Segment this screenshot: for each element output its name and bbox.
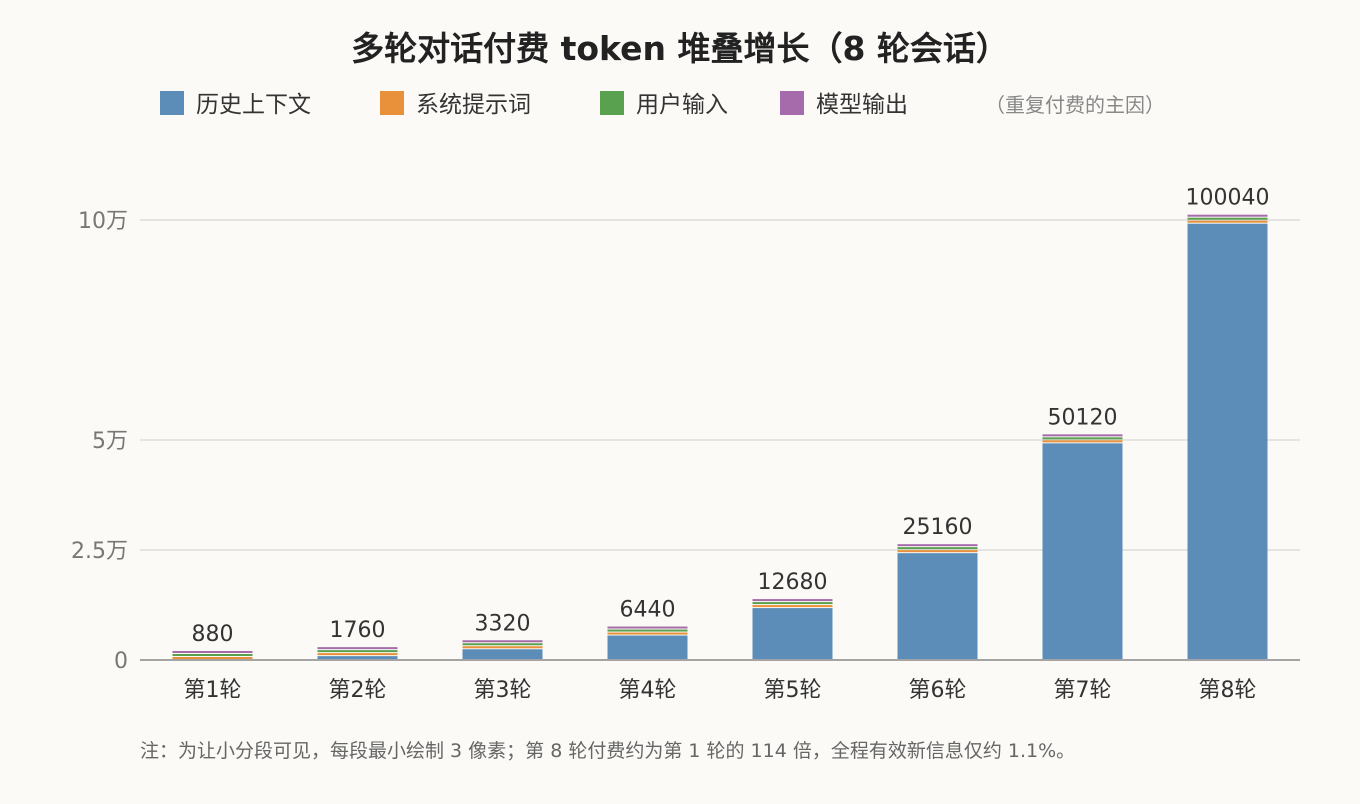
bar-total-label: 12680 <box>758 570 828 595</box>
x-tick-label: 第6轮 <box>909 678 967 703</box>
bar-segment-system-prompt <box>607 632 688 635</box>
legend-swatch-model-output <box>780 91 804 115</box>
chart-title: 多轮对话付费 token 堆叠增长（8 轮会话） <box>351 29 1009 68</box>
bar-stack: 6440 <box>607 598 688 659</box>
bar-total-label: 6440 <box>620 598 676 623</box>
bar-total-label: 880 <box>192 622 234 647</box>
bar-total-label: 50120 <box>1048 405 1118 430</box>
x-tick-label: 第2轮 <box>329 678 387 703</box>
bar-segment-user-input <box>1042 437 1123 440</box>
bar-segment-system-prompt <box>1042 440 1123 443</box>
y-axis: 0 2.5万 5万 10万 <box>71 209 128 674</box>
bars: 880 1760 3320 6440 12680 25160 50120 100040 <box>172 186 1270 660</box>
bar-segment-history <box>752 608 833 659</box>
bar-total-label: 1760 <box>330 618 386 643</box>
legend-label-history: 历史上下文 <box>196 92 311 118</box>
bar-stack: 1760 <box>317 618 398 659</box>
x-tick-label: 第7轮 <box>1054 678 1112 703</box>
bar-stack: 3320 <box>462 611 543 659</box>
legend-swatch-history <box>160 91 184 115</box>
bar-segment-user-input <box>317 650 398 653</box>
x-axis: 第1轮 第2轮 第3轮 第4轮 第5轮 第6轮 第7轮 第8轮 <box>184 678 1257 703</box>
bar-segment-system-prompt <box>1187 220 1268 223</box>
x-tick-label: 第1轮 <box>184 678 242 703</box>
legend-item-model-output: 模型输出 <box>780 91 908 118</box>
bar-segment-system-prompt <box>462 646 543 649</box>
bar-segment-system-prompt <box>752 605 833 608</box>
bar-segment-model-output <box>317 647 398 650</box>
bar-segment-history <box>897 553 978 659</box>
bar-segment-model-output <box>752 599 833 602</box>
legend-swatch-user-input <box>600 91 624 115</box>
legend-item-system-prompt: 系统提示词 <box>380 91 531 118</box>
legend-swatch-system-prompt <box>380 91 404 115</box>
bar-segment-model-output <box>1187 214 1268 217</box>
bar-segment-user-input <box>172 654 253 656</box>
bar-stack: 25160 <box>897 515 978 659</box>
bar-segment-system-prompt <box>897 550 978 553</box>
bar-segment-user-input <box>1187 217 1268 220</box>
y-tick-label: 5万 <box>92 429 128 454</box>
legend-item-user-input: 用户输入 <box>600 91 728 118</box>
legend-label-model-output: 模型输出 <box>816 92 908 118</box>
legend-note: （重复付费的主因） <box>985 93 1165 117</box>
bar-stack: 50120 <box>1042 405 1123 659</box>
bar-segment-history <box>462 649 543 659</box>
bar-segment-history <box>1187 223 1268 660</box>
bar-stack: 12680 <box>752 570 833 659</box>
bar-stack: 100040 <box>1186 186 1270 660</box>
bar-total-label: 25160 <box>903 515 973 540</box>
bar-segment-model-output <box>897 544 978 547</box>
x-tick-label: 第8轮 <box>1199 678 1257 703</box>
legend-label-system-prompt: 系统提示词 <box>416 92 531 118</box>
bar-segment-model-output <box>607 626 688 629</box>
y-tick-label: 2.5万 <box>71 539 128 564</box>
footnote: 注：为让小分段可见，每段最小绘制 3 像素；第 8 轮付费约为第 1 轮的 11… <box>140 740 1075 762</box>
bar-segment-user-input <box>752 602 833 605</box>
x-tick-label: 第3轮 <box>474 678 532 703</box>
bar-segment-user-input <box>462 643 543 646</box>
bar-segment-user-input <box>607 629 688 632</box>
legend-label-user-input: 用户输入 <box>636 92 728 118</box>
y-tick-label: 0 <box>114 649 128 674</box>
x-tick-label: 第4轮 <box>619 678 677 703</box>
bar-total-label: 3320 <box>475 611 531 636</box>
bar-stack: 880 <box>172 622 253 659</box>
bar-segment-model-output <box>172 651 253 653</box>
y-tick-label: 10万 <box>78 209 128 234</box>
bar-segment-model-output <box>1042 434 1123 437</box>
bar-segment-history <box>317 656 398 659</box>
bar-segment-history <box>1042 443 1123 659</box>
bar-segment-system-prompt <box>317 653 398 656</box>
bar-segment-user-input <box>897 547 978 550</box>
bar-total-label: 100040 <box>1186 186 1270 211</box>
bar-segment-model-output <box>462 640 543 643</box>
bar-segment-history <box>607 635 688 659</box>
legend: 历史上下文 系统提示词 用户输入 模型输出 （重复付费的主因） <box>160 91 1165 118</box>
bar-segment-system-prompt <box>172 657 253 659</box>
legend-item-history: 历史上下文 <box>160 91 311 118</box>
x-tick-label: 第5轮 <box>764 678 822 703</box>
